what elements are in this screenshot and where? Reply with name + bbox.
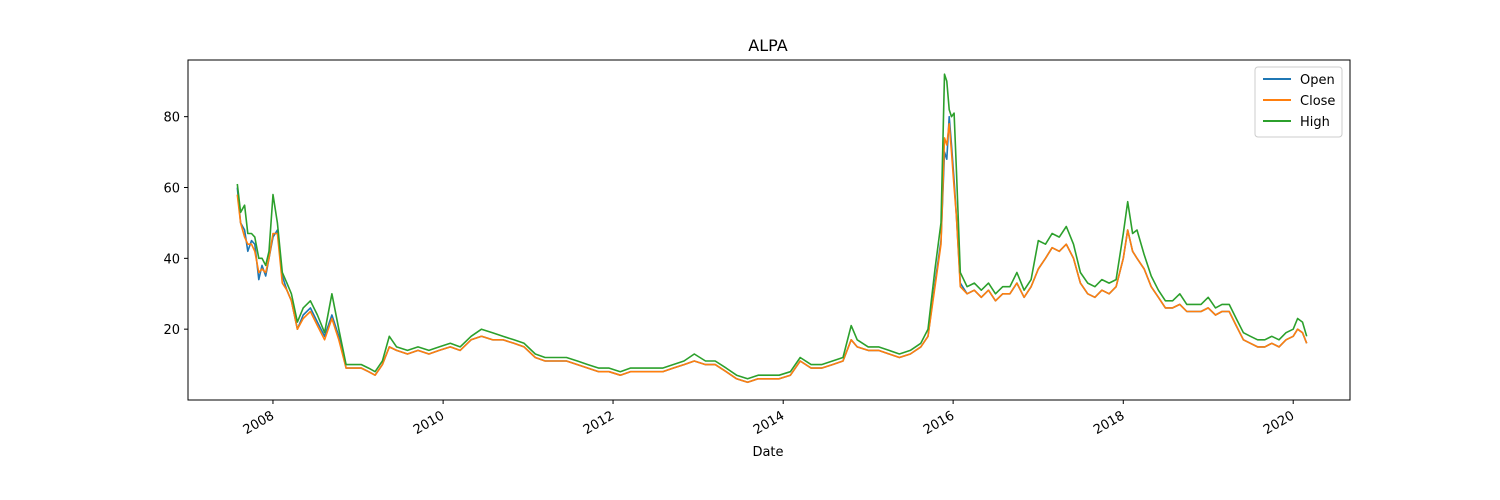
y-axis-ticks: 20 40 60 80: [163, 111, 188, 338]
legend: Open Close High: [1254, 66, 1343, 138]
series-line-open: [236, 115, 1308, 384]
x-tick-label: 2010: [411, 408, 447, 438]
series-line-high: [236, 73, 1308, 380]
y-tick-label: 60: [163, 182, 180, 197]
x-tick-label: 2018: [1091, 408, 1127, 438]
legend-label-close: Close: [1300, 94, 1335, 109]
series-line-close: [236, 123, 1308, 384]
x-tick-label: 2008: [241, 408, 277, 438]
legend-label-high: High: [1300, 115, 1330, 130]
legend-box: [1254, 66, 1343, 138]
x-tick-label: 2012: [581, 408, 617, 438]
y-tick-label: 20: [163, 323, 180, 338]
plot-area: [187, 59, 1351, 401]
x-tick-label: 2016: [921, 408, 957, 438]
x-axis-title: Date: [752, 445, 783, 460]
chart-title: ALPA: [748, 36, 787, 55]
y-tick-label: 80: [163, 111, 180, 126]
x-tick-label: 2020: [1261, 408, 1297, 438]
legend-label-open: Open: [1300, 73, 1335, 88]
y-tick-label: 40: [163, 252, 180, 267]
x-tick-label: 2014: [751, 408, 787, 438]
x-axis-ticks: 2008 2010 2012 2014 2016 2018 2020: [241, 400, 1297, 438]
plot-frame: [187, 59, 1351, 401]
